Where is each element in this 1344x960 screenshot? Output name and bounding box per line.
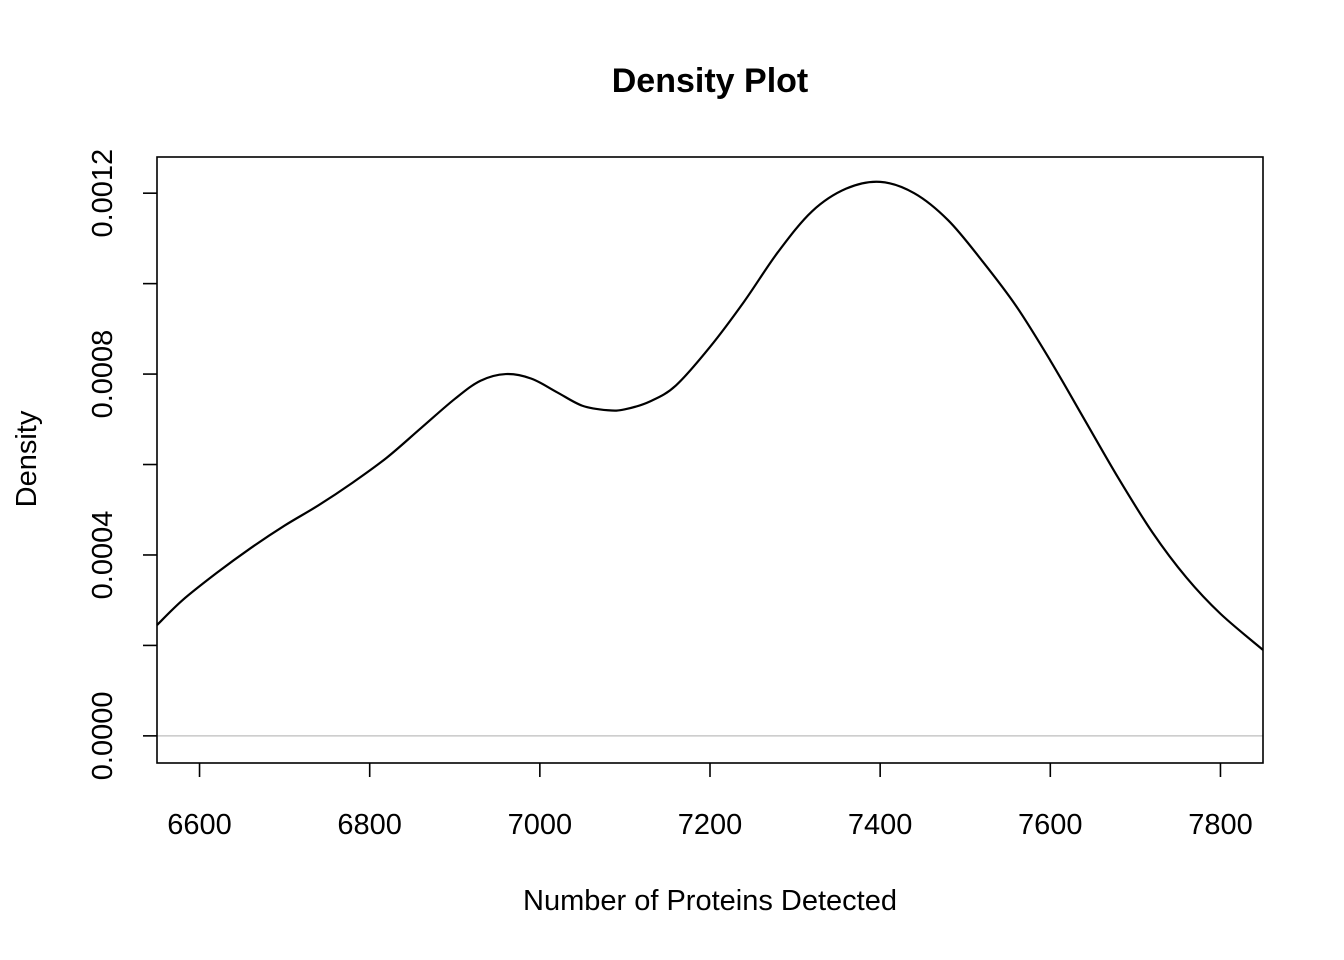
y-tick-label-4: 0.0008 [87,330,119,419]
x-tick-label-6600: 6600 [167,809,232,841]
density-curve [156,180,1264,651]
x-tick-label-7000: 7000 [508,809,573,841]
plot-layer: 6600 6800 7000 7200 7400 7600 7800 0.0000 0.0004… [87,149,1264,841]
x-axis-label: Number of Proteins Detected [523,885,897,917]
x-tick-label-7600: 7600 [1018,809,1083,841]
x-tick-label-7200: 7200 [678,809,743,841]
y-tick-label-2: 0.0004 [87,511,119,600]
y-tick-label-6: 0.0012 [87,149,119,238]
plot-frame [156,156,1264,764]
y-axis-label: Density [11,410,43,507]
chart-title: Density Plot [612,62,808,100]
x-tick-label-7400: 7400 [848,809,913,841]
x-tick-label-6800: 6800 [337,809,402,841]
y-tick-label-0: 0.0000 [87,692,119,781]
x-tick-label-7800: 7800 [1188,809,1253,841]
